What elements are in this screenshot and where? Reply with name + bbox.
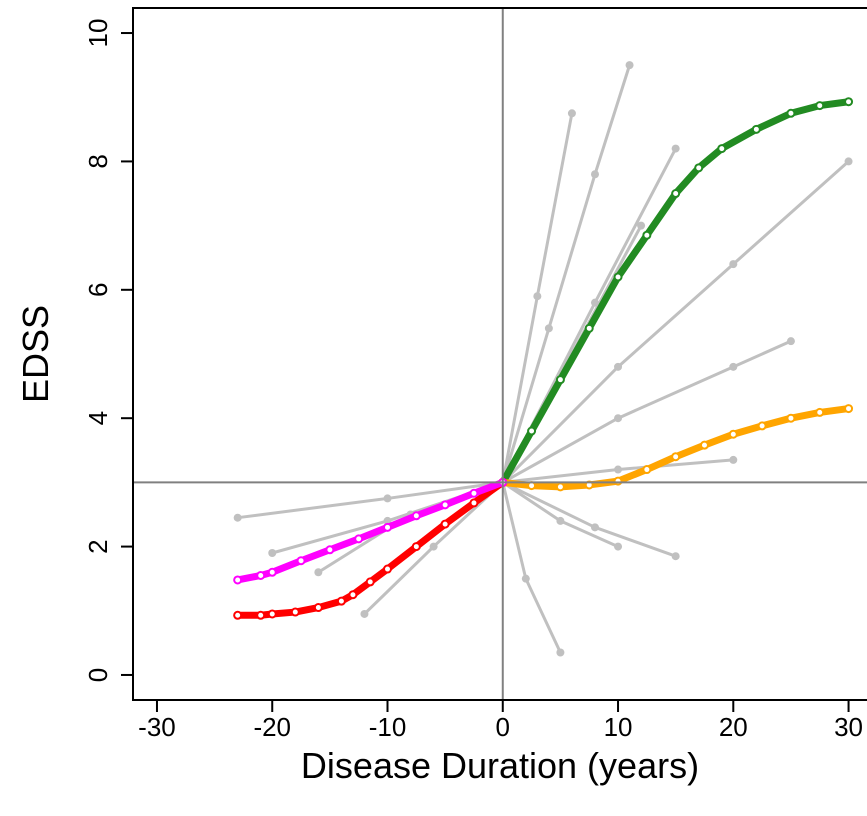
curve-point: [694, 163, 704, 173]
x-tick-label: -30: [138, 712, 176, 742]
curve-point: [296, 556, 306, 566]
trajectory-point: [590, 170, 599, 179]
curve-point: [751, 124, 761, 134]
curve-point: [365, 577, 375, 587]
curve-point: [313, 603, 323, 613]
mean-curve: [234, 478, 507, 584]
trajectory-point: [314, 568, 323, 577]
y-tick-label: 0: [83, 668, 113, 682]
curve-point: [354, 534, 364, 544]
curve-point: [555, 482, 565, 492]
trajectory-point: [671, 552, 680, 561]
curve-point: [256, 610, 266, 620]
trajectory-point: [268, 548, 277, 557]
x-tick-label: 10: [604, 712, 633, 742]
curve-point: [440, 500, 450, 510]
trajectory-point: [625, 61, 634, 70]
trajectory-point: [544, 324, 553, 333]
curve-point: [555, 375, 565, 385]
curve-point: [815, 101, 825, 111]
curve-point: [786, 108, 796, 118]
trajectory-point: [637, 221, 646, 230]
curve-point: [671, 452, 681, 462]
trajectory-line: [501, 63, 632, 484]
trajectory-point: [671, 144, 680, 153]
curve-point: [440, 519, 450, 529]
curve-point: [671, 189, 681, 199]
trajectory-point: [614, 414, 623, 423]
trajectory-point: [614, 542, 623, 551]
trajectory-point: [729, 362, 738, 371]
y-tick-label: 10: [83, 19, 113, 48]
trajectory-point: [383, 494, 392, 503]
trajectory-point: [729, 455, 738, 464]
trajectory-point: [844, 157, 853, 166]
curve-point: [290, 607, 300, 617]
trajectory-point: [556, 516, 565, 525]
curve-point: [469, 488, 479, 498]
curve-point: [267, 567, 277, 577]
curve-point: [336, 596, 346, 606]
y-tick-label: 2: [83, 539, 113, 553]
trajectory-point: [729, 260, 738, 269]
curve-point: [584, 323, 594, 333]
trajectory-point: [590, 523, 599, 532]
plot-frame: [132, 7, 867, 701]
trajectory-line: [501, 339, 793, 484]
curve-point: [527, 426, 537, 436]
trajectory-point: [233, 513, 242, 522]
y-tick-label: 4: [83, 411, 113, 425]
axes: -30 -20 -10 0 10 20 30 0 2 4 6 8 10: [83, 19, 863, 742]
trajectory-point: [360, 609, 369, 618]
curve-point: [256, 570, 266, 580]
curve-point: [348, 590, 358, 600]
trajectory-point: [614, 465, 623, 474]
curve-point: [728, 429, 738, 439]
x-tick-label: 20: [719, 712, 748, 742]
curve-point: [844, 97, 854, 107]
curve-point: [411, 542, 421, 552]
mean-curve: [234, 478, 507, 619]
curve-point: [233, 610, 243, 620]
curve-point: [325, 545, 335, 555]
trajectory-point: [556, 648, 565, 657]
curve-point: [613, 476, 623, 486]
curve-point: [411, 511, 421, 521]
trajectory-point: [567, 109, 576, 118]
plot-area: [133, 8, 867, 700]
trajectory-point: [533, 292, 542, 301]
trajectory-line: [501, 480, 678, 558]
trajectory-point: [614, 362, 623, 371]
trajectory-point: [429, 542, 438, 551]
curve-point: [717, 144, 727, 154]
y-tick-label: 8: [83, 154, 113, 168]
curve-point: [469, 498, 479, 508]
curve-point: [757, 421, 767, 431]
trajectory-line: [501, 159, 851, 484]
x-tick-label: -10: [369, 712, 407, 742]
x-axis-title: Disease Duration (years): [301, 745, 699, 786]
mean-curve: [499, 98, 853, 486]
curve-point: [699, 440, 709, 450]
x-tick-label: -20: [253, 712, 291, 742]
y-tick-label: 6: [83, 283, 113, 297]
curve-point: [383, 564, 393, 574]
x-tick-label: 0: [496, 712, 510, 742]
curve-point: [613, 272, 623, 282]
trajectory-point: [521, 574, 530, 583]
curve-point: [786, 413, 796, 423]
curve-point: [844, 404, 854, 414]
curve-point: [267, 609, 277, 619]
curve-point: [815, 407, 825, 417]
trajectory-point: [786, 337, 795, 346]
x-tick-label: 30: [834, 712, 863, 742]
y-axis-title: EDSS: [15, 305, 56, 403]
curve-point: [233, 575, 243, 585]
curve-point: [642, 465, 652, 475]
curve-point: [383, 522, 393, 532]
curve-point: [642, 230, 652, 240]
